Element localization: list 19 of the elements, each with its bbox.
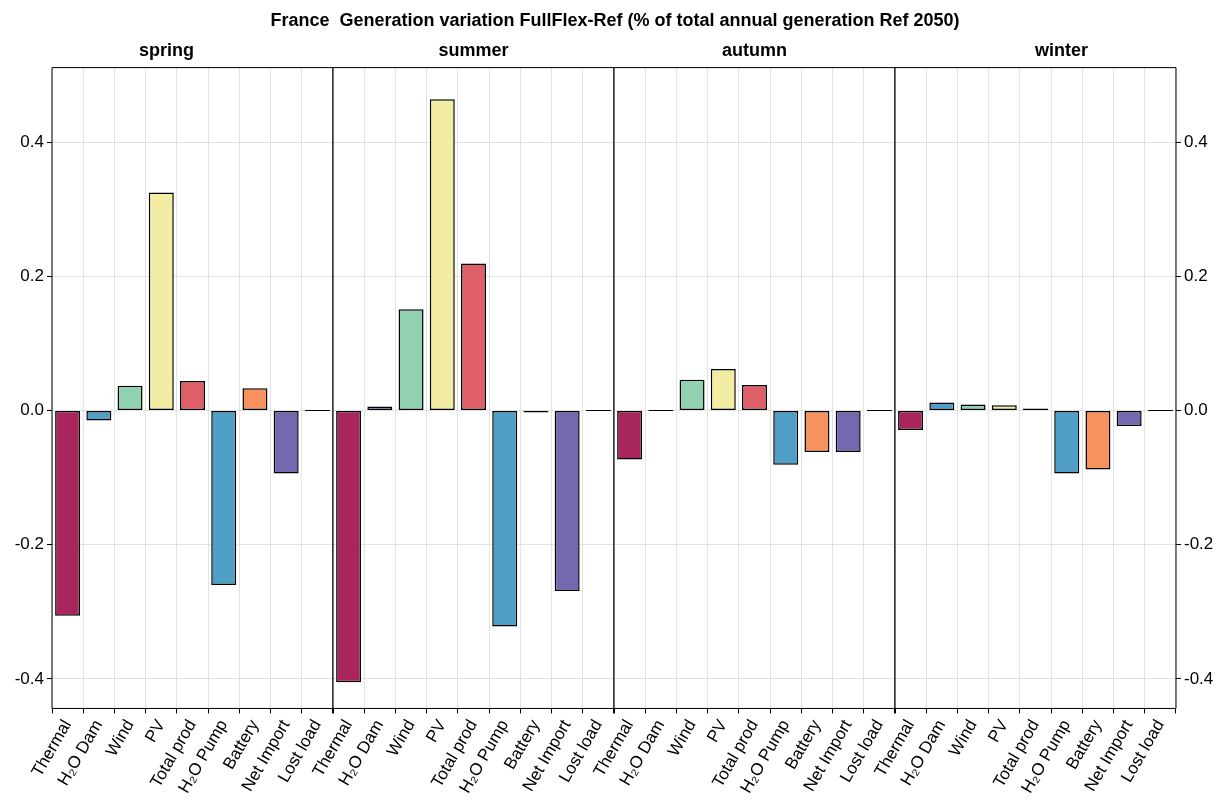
y-tick-label: -0.2	[14, 534, 44, 554]
chart-title: winter	[1033, 39, 1089, 60]
y-tick-label: 0.0	[1184, 400, 1208, 420]
y-tick-label: 0.4	[1184, 131, 1208, 151]
chart-title: autumn	[722, 39, 787, 60]
y-tick-label: -0.2	[1184, 534, 1214, 554]
y-tick-label: -0.4	[14, 668, 44, 688]
chart-title: summer	[438, 39, 509, 60]
x-tick-label: PV	[984, 715, 1013, 746]
y-tick-label: -0.4	[1184, 668, 1214, 688]
y-tick-label: 0.4	[20, 131, 44, 151]
x-tick-label: PV	[141, 715, 170, 746]
text: France Generation variation FullFlex-Ref (% of total annual generation Ref 2050)	[269, 10, 961, 31]
y-tick-label: 0.2	[1184, 265, 1208, 285]
x-tick-label: PV	[422, 715, 451, 746]
y-tick-label: 0.0	[20, 400, 44, 420]
y-tick-label: 0.2	[20, 265, 44, 285]
x-tick-label: PV	[703, 715, 732, 746]
chart-title: spring	[138, 39, 195, 60]
